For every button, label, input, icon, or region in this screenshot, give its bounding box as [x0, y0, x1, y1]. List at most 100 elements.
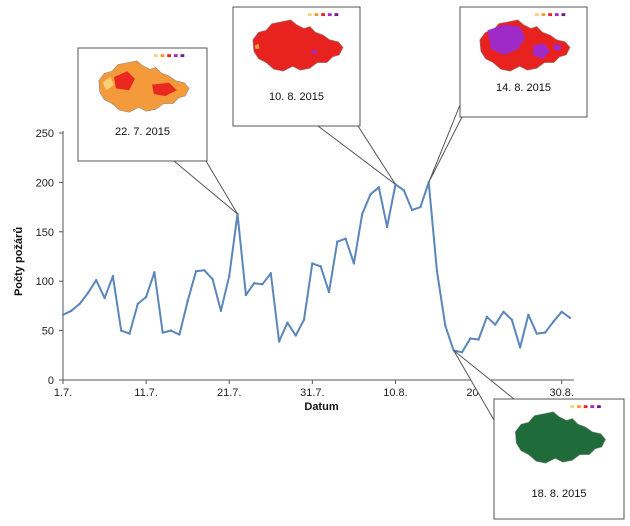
callout: 10. 8. 2015 [232, 6, 396, 185]
data-point [111, 275, 115, 278]
data-point [493, 323, 497, 326]
map-legend [307, 13, 339, 17]
map-legend-swatch [327, 13, 332, 17]
data-point [435, 270, 439, 273]
map-legend-swatch [167, 54, 171, 58]
data-point [219, 309, 223, 313]
y-tick-label: 200 [36, 177, 54, 189]
map-region [254, 43, 260, 50]
data-point [95, 279, 98, 282]
data-point [560, 310, 563, 314]
map-thumbnail-red [252, 13, 344, 72]
map-legend-swatch [173, 54, 178, 58]
data-point [518, 346, 522, 349]
map-legend-swatch [583, 405, 588, 409]
map-legend-swatch [561, 13, 566, 17]
data-point [502, 310, 505, 314]
data-point [377, 186, 381, 189]
data-point [336, 240, 339, 243]
callout: 14. 8. 2015 [428, 6, 588, 183]
map-legend-swatch [180, 54, 185, 58]
map-legend-swatch [554, 13, 559, 17]
callout-date-label: 18. 8. 2015 [531, 488, 586, 500]
data-point [460, 351, 464, 354]
map-outline [515, 411, 606, 464]
map-legend-swatch [153, 54, 158, 58]
map-legend-swatch [570, 405, 575, 409]
data-point [302, 318, 306, 321]
y-tick-label: 150 [36, 227, 54, 239]
map-legend-swatch [548, 13, 552, 17]
y-tick-label: 50 [42, 326, 54, 338]
map-region [311, 49, 318, 55]
data-point [277, 340, 281, 343]
data-point [244, 293, 248, 297]
data-point [144, 295, 148, 299]
data-point [352, 262, 356, 265]
data-point [178, 333, 181, 336]
data-point [119, 329, 123, 332]
callout-date-label: 14. 8. 2015 [496, 82, 551, 94]
series-layer [61, 181, 572, 354]
data-point [543, 331, 547, 334]
x-tick-label: 31.7. [300, 387, 324, 399]
data-point [327, 290, 331, 294]
data-point [344, 237, 347, 240]
data-point [194, 270, 198, 273]
data-point [153, 271, 156, 274]
callout-pointer [316, 125, 396, 185]
map-region [102, 77, 114, 91]
map-legend [570, 405, 601, 409]
map-region [114, 71, 135, 91]
data-point [78, 302, 81, 306]
map-region [487, 24, 526, 55]
callouts-layer: 22. 7. 2015 10. 8. 2015 14. 8. 2015 18. 8. … [77, 6, 625, 520]
callout-date-label: 22. 7. 2015 [115, 126, 170, 138]
data-point [203, 269, 206, 272]
data-point [103, 296, 106, 300]
y-tick-label: 250 [36, 128, 54, 140]
callout-date-label: 10. 8. 2015 [269, 91, 324, 103]
data-point [319, 265, 322, 268]
data-point [361, 212, 364, 216]
data-point [186, 299, 189, 303]
map-legend [534, 13, 566, 17]
map-legend-swatch [590, 405, 595, 409]
data-point [70, 309, 73, 313]
x-tick-label: 10.8. [383, 387, 407, 399]
map-outline [252, 19, 344, 72]
map-legend-swatch [541, 13, 546, 17]
data-point [485, 315, 489, 318]
map-thumbnail-orange [98, 54, 190, 113]
data-point [369, 193, 372, 196]
map-region [152, 82, 177, 96]
data-point [477, 338, 480, 341]
map-legend-swatch [577, 405, 581, 409]
x-tick-label: 30.8. [549, 387, 573, 399]
map-region [533, 43, 551, 59]
data-point [552, 320, 555, 323]
data-point [311, 262, 314, 265]
data-point [527, 313, 530, 316]
data-point [568, 316, 572, 319]
x-axis-title: Datum [304, 401, 338, 413]
data-point [469, 337, 472, 340]
y-tick-label: 100 [36, 276, 54, 288]
callout: 18. 8. 2015 [453, 349, 625, 520]
data-point [128, 332, 131, 335]
data-point [444, 324, 447, 327]
data-point [269, 272, 272, 275]
data-point [261, 282, 264, 286]
map-legend-swatch [334, 13, 339, 17]
data-point [286, 321, 289, 324]
map-legend-swatch [534, 13, 539, 17]
map-thumbnail-purple [479, 13, 571, 72]
map-legend [153, 54, 185, 58]
data-point [228, 275, 231, 278]
data-point [402, 189, 405, 192]
y-axis-title: Počty požárů [13, 227, 25, 296]
map-legend-swatch [160, 54, 165, 58]
callout: 22. 7. 2015 [77, 47, 238, 215]
data-point [535, 332, 538, 335]
